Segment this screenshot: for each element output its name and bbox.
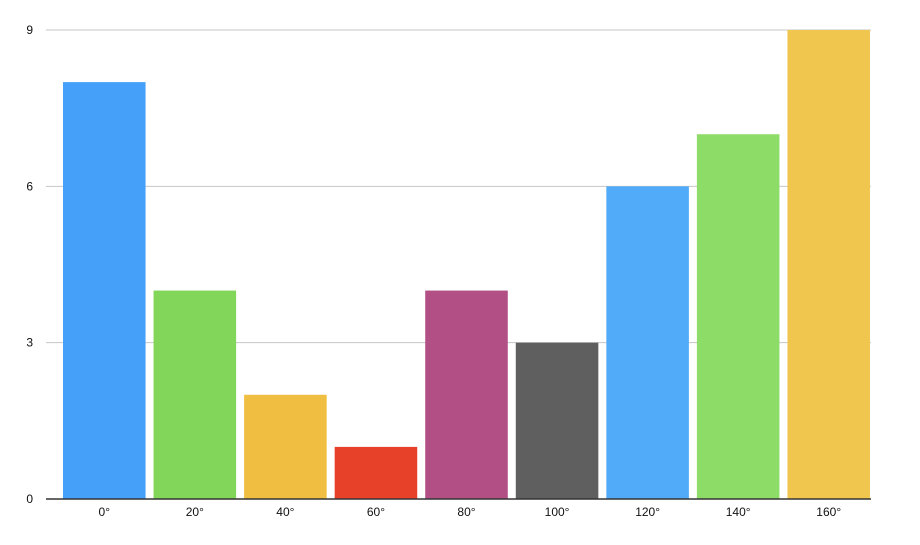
y-tick-label: 6: [26, 179, 33, 193]
bar: [244, 394, 327, 499]
x-tick-label: 120°: [635, 505, 660, 519]
bar: [696, 134, 780, 499]
x-tick-label: 140°: [726, 505, 751, 519]
x-tick-label: 100°: [545, 505, 570, 519]
bar: [334, 446, 418, 499]
y-tick-label: 3: [26, 336, 33, 350]
x-tick-label: 20°: [186, 505, 204, 519]
bar: [606, 186, 689, 500]
x-tick-label: 0°: [99, 505, 111, 519]
bar: [515, 342, 599, 499]
x-tick-labels: 0° 20° 40° 60° 80° 100° 120° 140° 160°: [99, 505, 842, 519]
y-tick-label: 9: [26, 23, 33, 37]
x-tick-label: 80°: [457, 505, 475, 519]
bars: [63, 30, 870, 500]
bar: [63, 82, 146, 499]
x-tick-label: 40°: [276, 505, 294, 519]
x-tick-label: 60°: [367, 505, 385, 519]
y-tick-labels: 0 3 6 9: [26, 23, 33, 506]
y-tick-label: 0: [26, 492, 33, 506]
bar: [787, 30, 870, 499]
bar: [425, 290, 508, 499]
x-tick-label: 160°: [816, 505, 841, 519]
bar: [153, 290, 237, 499]
